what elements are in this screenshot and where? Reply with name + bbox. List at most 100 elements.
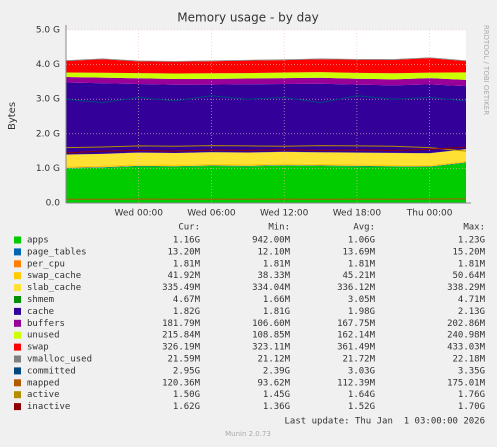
legend-value: 93.62M <box>257 378 290 388</box>
legend-label: vmalloc_used <box>27 355 92 365</box>
legend-value: 12.10M <box>257 247 290 257</box>
legend-value: 1.82G <box>173 307 200 317</box>
legend-value: 1.16G <box>173 236 200 246</box>
legend-swatch <box>14 356 21 363</box>
legend-label: shmem <box>27 295 54 305</box>
legend-swatch <box>14 367 21 374</box>
legend-label: swap_cache <box>27 271 81 281</box>
legend-value: 13.69M <box>342 247 375 257</box>
legend-value: 41.92M <box>167 271 200 281</box>
legend-value: 334.04M <box>252 283 291 293</box>
legend-swatch <box>14 248 21 255</box>
legend-value: 38.33M <box>257 271 290 281</box>
legend-label: committed <box>27 366 76 376</box>
legend-value: 181.79M <box>162 319 201 329</box>
y-tick-label: 5.0 G <box>36 26 60 36</box>
legend-label: unused <box>27 331 60 341</box>
legend-value: 1.70G <box>458 402 485 412</box>
legend-label: slab_cache <box>27 283 81 293</box>
legend-value: 942.00M <box>252 236 291 246</box>
legend-value: 202.86M <box>447 319 486 329</box>
x-tick-label: Wed 18:00 <box>333 209 382 219</box>
legend-value: 175.01M <box>447 378 486 388</box>
legend-label: mapped <box>27 378 60 388</box>
legend-label: cache <box>27 307 54 317</box>
legend-label: per_cpu <box>27 259 65 269</box>
legend-value: 112.39M <box>337 378 376 388</box>
legend-value: 1.62G <box>173 402 200 412</box>
legend-header: Cur: <box>178 223 200 233</box>
legend-swatch <box>14 320 21 327</box>
legend-value: 1.50G <box>173 390 200 400</box>
legend-header: Avg: <box>353 223 375 233</box>
legend-swatch <box>14 237 21 244</box>
legend-value: 361.49M <box>337 343 376 353</box>
legend-value: 1.81M <box>458 259 486 269</box>
legend-value: 1.81M <box>348 259 376 269</box>
legend-value: 1.52G <box>348 402 375 412</box>
legend-label: active <box>27 390 60 400</box>
legend-value: 338.29M <box>447 283 486 293</box>
legend-swatch <box>14 272 21 279</box>
legend-value: 1.36G <box>263 402 290 412</box>
legend-value: 1.81M <box>263 259 291 269</box>
legend-value: 13.20M <box>167 247 200 257</box>
legend-value: 167.75M <box>337 319 376 329</box>
legend-swatch <box>14 344 21 351</box>
legend-value: 21.12M <box>257 355 290 365</box>
legend-value: 3.03G <box>348 366 375 376</box>
legend-value: 106.60M <box>252 319 291 329</box>
y-axis-label: Bytes <box>7 102 18 130</box>
area <box>66 163 466 203</box>
legend-swatch <box>14 403 21 410</box>
legend-swatch <box>14 391 21 398</box>
legend-value: 215.84M <box>162 331 201 341</box>
legend-value: 45.21M <box>342 271 375 281</box>
legend-label: buffers <box>27 319 65 329</box>
legend-swatch <box>14 284 21 291</box>
legend-value: 335.49M <box>162 283 201 293</box>
x-tick-label: Wed 12:00 <box>260 209 309 219</box>
legend-value: 336.12M <box>337 283 376 293</box>
y-tick-label: 4.0 G <box>36 60 60 70</box>
legend-value: 4.71M <box>458 295 486 305</box>
legend-value: 21.72M <box>342 355 375 365</box>
legend-value: 2.95G <box>173 366 200 376</box>
y-tick-label: 1.0 G <box>36 164 60 174</box>
legend-label: swap <box>27 343 49 353</box>
legend-swatch <box>14 332 21 339</box>
legend-swatch <box>14 379 21 386</box>
x-tick-label: Thu 00:00 <box>406 209 453 219</box>
side-text: RRDTOOL / TOBI OETIKER <box>482 25 490 115</box>
legend-value: 433.03M <box>447 343 486 353</box>
legend-value: 326.19M <box>162 343 201 353</box>
legend-header: Max: <box>463 223 485 233</box>
legend-value: 108.85M <box>252 331 291 341</box>
legend-value: 21.59M <box>167 355 200 365</box>
legend-value: 3.05M <box>348 295 376 305</box>
legend-value: 1.98G <box>348 307 375 317</box>
legend-value: 323.11M <box>252 343 291 353</box>
legend-value: 120.36M <box>162 378 201 388</box>
legend-swatch <box>14 296 21 303</box>
last-update: Last update: Thu Jan 1 03:00:00 2026 <box>285 417 485 427</box>
legend-value: 4.67M <box>173 295 201 305</box>
legend-value: 22.18M <box>452 355 485 365</box>
legend-value: 1.81M <box>173 259 201 269</box>
legend-label: inactive <box>27 402 70 412</box>
y-tick-label: 2.0 G <box>36 129 60 139</box>
legend-value: 1.76G <box>458 390 485 400</box>
legend-value: 50.64M <box>452 271 485 281</box>
legend-value: 240.98M <box>447 331 486 341</box>
legend-header: Min: <box>268 223 290 233</box>
legend-swatch <box>14 260 21 267</box>
legend-value: 2.13G <box>458 307 485 317</box>
legend-value: 3.35G <box>458 366 485 376</box>
legend-swatch <box>14 308 21 315</box>
areas <box>66 57 466 203</box>
legend-value: 1.45G <box>263 390 290 400</box>
chart-title: Memory usage - by day <box>177 11 318 25</box>
footer: Munin 2.0.73 <box>225 430 271 438</box>
legend-value: 162.14M <box>337 331 376 341</box>
legend-label: apps <box>27 236 49 246</box>
